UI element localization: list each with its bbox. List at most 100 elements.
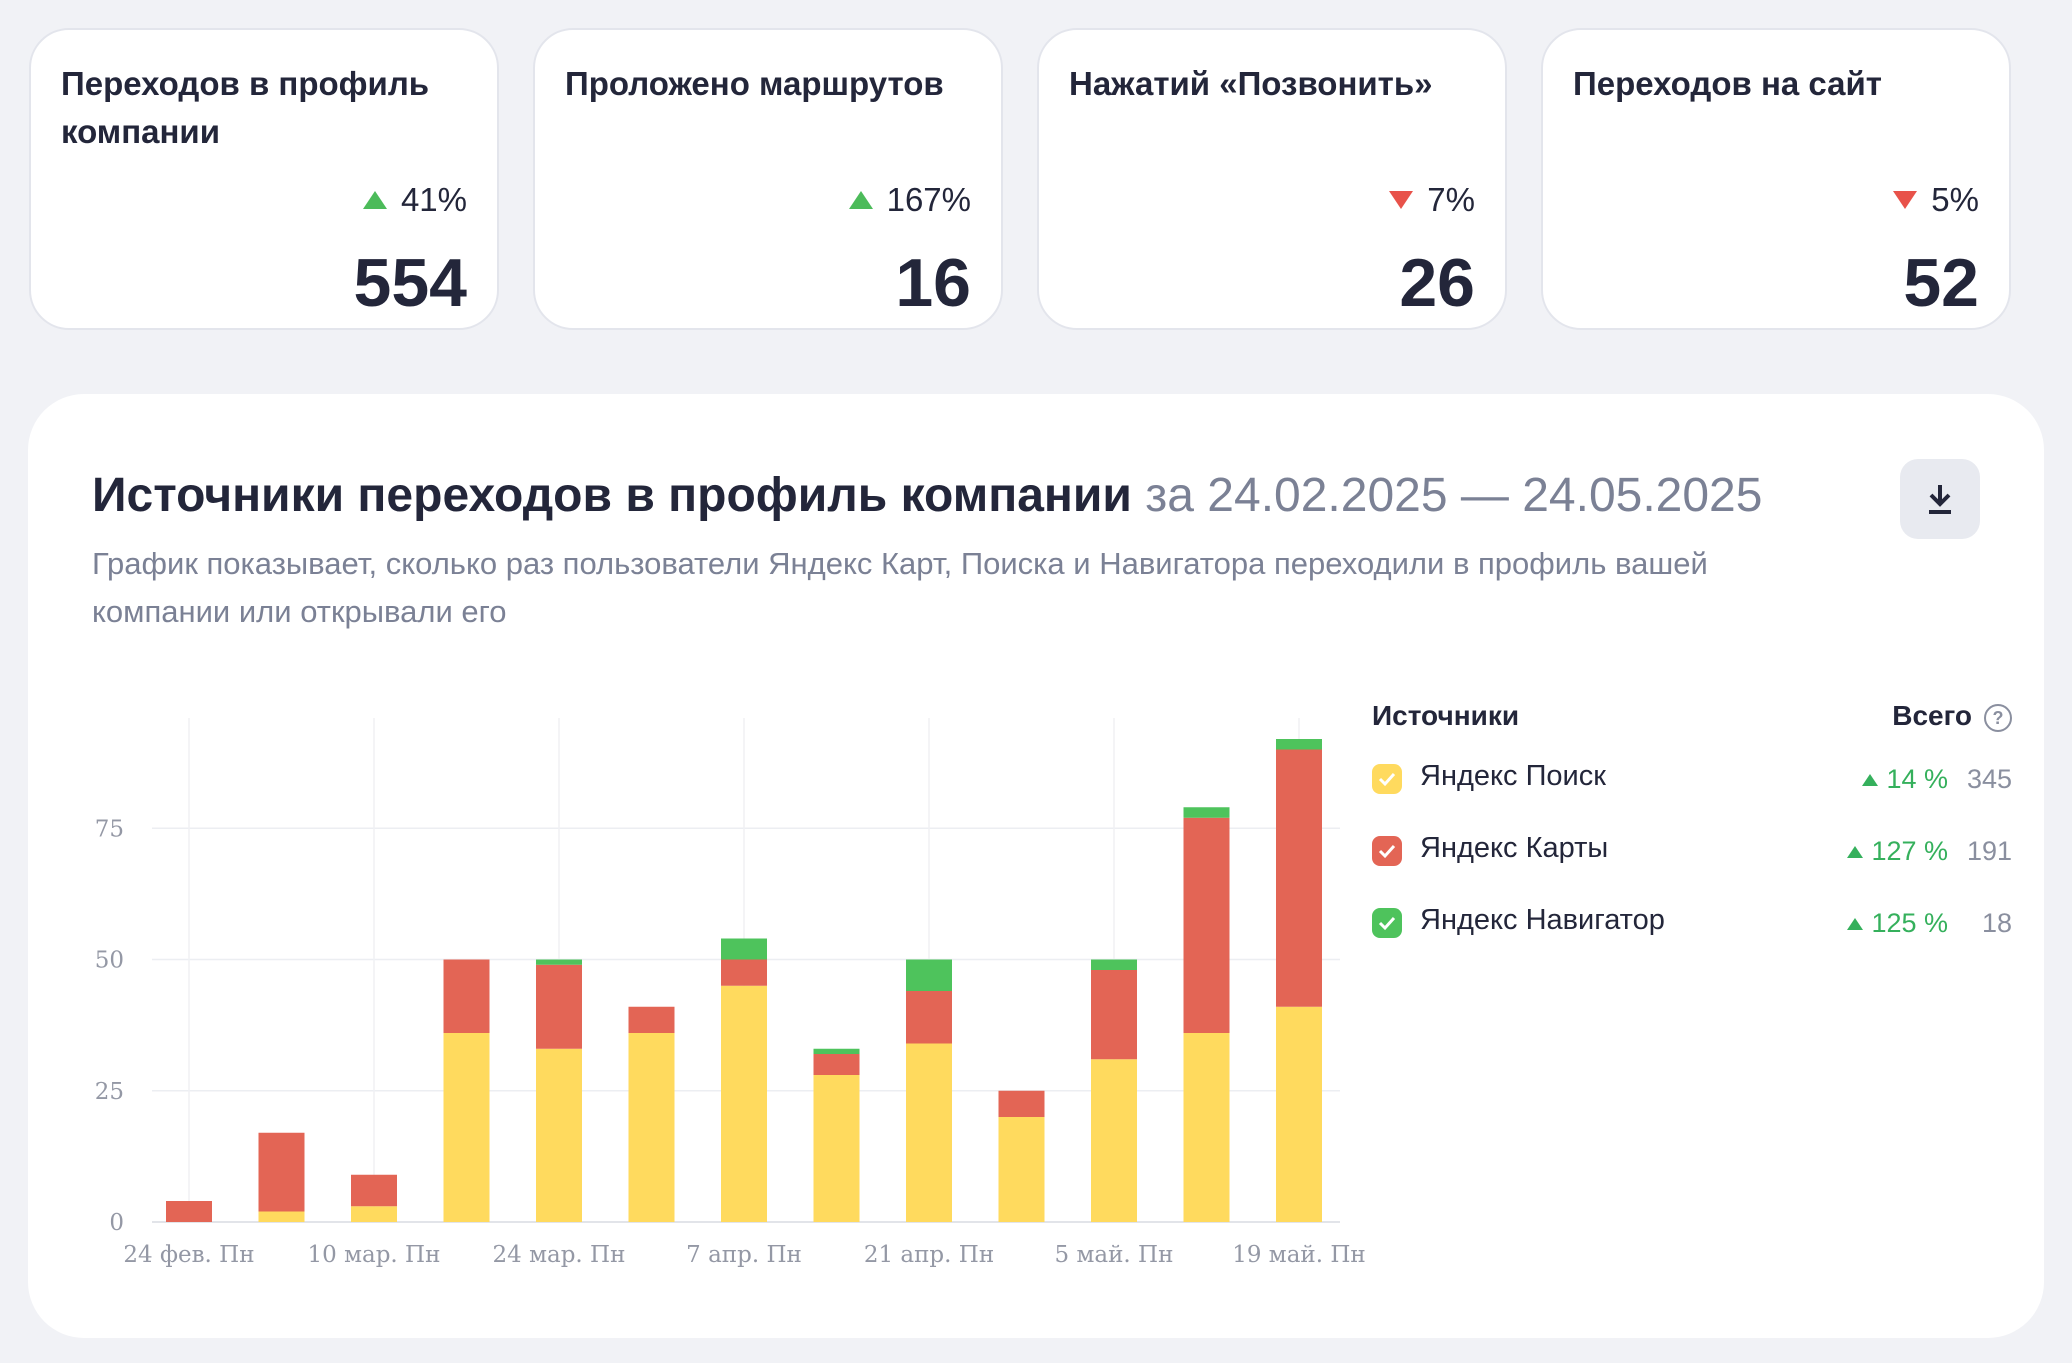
panel-subtitle: График показывает, сколько раз пользоват… <box>92 546 1708 629</box>
kpi-card-profile-visits[interactable]: Переходов в профиль компании 41% 554 <box>29 28 499 330</box>
trend-down-icon <box>1389 191 1414 209</box>
kpi-delta-value: 7% <box>1427 181 1475 218</box>
bar-segment <box>1276 739 1322 750</box>
kpi-title: Переходов на сайт <box>1573 65 1882 102</box>
y-tick-label: 0 <box>109 1210 124 1236</box>
legend-item[interactable]: Яндекс Навигатор 125 % 18 <box>1372 888 2012 960</box>
bar-segment <box>1091 970 1137 1060</box>
kpi-delta-value: 41% <box>400 181 467 218</box>
legend-item-delta: 125 % <box>1847 908 1948 939</box>
legend-item-delta: 14 % <box>1862 764 1948 795</box>
kpi-delta: 5% <box>1893 180 1979 220</box>
trend-up-icon <box>1847 845 1864 858</box>
bar-segment <box>1091 1059 1137 1222</box>
bar-segment <box>536 964 582 1049</box>
legend-total-label: Всего <box>1892 700 1972 731</box>
kpi-delta-value: 167% <box>886 181 971 218</box>
checkbox-checked-icon[interactable] <box>1372 908 1402 938</box>
panel-title: Источники переходов в профиль компании з… <box>92 464 1832 528</box>
kpi-delta: 167% <box>848 180 971 220</box>
legend-item-total: 345 <box>1966 764 2012 794</box>
kpi-delta-value: 5% <box>1931 181 1979 218</box>
kpi-value: 26 <box>1399 245 1475 321</box>
kpi-value: 554 <box>353 245 467 321</box>
kpi-card-calls[interactable]: Нажатий «Позвонить» 7% 26 <box>1037 28 1507 330</box>
bar-segment <box>721 938 767 960</box>
legend-item-name: Яндекс Карты <box>1420 832 1609 864</box>
legend-item[interactable]: Яндекс Поиск 14 % 345 <box>1372 744 2012 816</box>
legend-item-name: Яндекс Навигатор <box>1420 904 1665 936</box>
bar-segment <box>351 1206 397 1222</box>
bar-segment <box>906 959 952 991</box>
checkbox-checked-icon[interactable] <box>1372 764 1402 794</box>
kpi-title: Проложено маршрутов <box>565 65 944 102</box>
bar-segment <box>536 959 582 965</box>
bar-segment <box>1276 749 1322 1007</box>
x-tick-label: 7 апр. Пн <box>686 1242 802 1268</box>
bar-segment <box>906 1043 952 1222</box>
kpi-delta: 41% <box>362 180 467 220</box>
bar-segment <box>166 1201 212 1222</box>
bar-segment <box>1183 817 1230 1033</box>
panel-period: за 24.02.2025 — 24.05.2025 <box>1145 469 1763 522</box>
bar-segment <box>998 1117 1045 1222</box>
kpi-value: 52 <box>1903 245 1979 321</box>
legend-item-total: 18 <box>1981 908 2012 938</box>
legend-item-delta-value: 127 % <box>1871 836 1948 866</box>
bar-segment <box>351 1174 397 1207</box>
bar-segment <box>536 1048 582 1222</box>
trend-up-icon <box>1847 917 1864 930</box>
trend-up-icon <box>848 191 873 209</box>
bar-segment <box>628 1033 675 1222</box>
kpi-card-site-visits[interactable]: Переходов на сайт 5% 52 <box>1541 28 2011 330</box>
y-tick-label: 25 <box>95 1079 124 1105</box>
trend-up-icon <box>362 191 387 209</box>
bar-segment <box>1276 1006 1322 1222</box>
kpi-title: Переходов в профиль компании <box>61 65 430 150</box>
y-tick-label: 50 <box>95 948 124 974</box>
x-tick-label: 5 май. Пн <box>1055 1242 1174 1268</box>
bar-segment <box>906 991 952 1044</box>
x-tick-label: 21 апр. Пн <box>864 1242 994 1268</box>
question-circle-icon[interactable]: ? <box>1984 704 2012 732</box>
trend-down-icon <box>1893 191 1918 209</box>
legend-item-delta: 127 % <box>1847 836 1948 867</box>
kpi-row: Переходов в профиль компании 41% 554 Про… <box>29 28 2041 330</box>
sources-panel: Источники переходов в профиль компании з… <box>28 394 2044 1338</box>
legend-item[interactable]: Яндекс Карты 127 % 191 <box>1372 816 2012 888</box>
kpi-title: Нажатий «Позвонить» <box>1069 65 1433 102</box>
panel-title-text: Источники переходов в профиль компании <box>92 469 1132 522</box>
bar-segment <box>998 1090 1045 1117</box>
bar-segment <box>258 1132 305 1212</box>
legend-item-total: 191 <box>1966 836 2012 866</box>
legend-sources-label: Источники <box>1372 700 1520 731</box>
kpi-card-routes[interactable]: Проложено маршрутов 167% 16 <box>533 28 1003 330</box>
kpi-value: 16 <box>895 245 971 321</box>
legend-item-delta-value: 125 % <box>1871 908 1948 938</box>
x-tick-label: 10 мар. Пн <box>308 1242 441 1268</box>
x-tick-label: 19 май. Пн <box>1232 1242 1366 1268</box>
kpi-delta: 7% <box>1389 180 1475 220</box>
download-button[interactable] <box>1900 459 1980 539</box>
checkbox-checked-icon[interactable] <box>1372 836 1402 866</box>
bar-segment <box>1183 807 1230 818</box>
y-tick-label: 75 <box>95 816 124 842</box>
bar-segment <box>813 1048 860 1054</box>
bar-segment <box>721 959 767 986</box>
bar-segment <box>813 1054 860 1075</box>
chart-legend: Источники Всего ? Яндекс Поиск 14 % 345 Янд… <box>1372 700 2012 960</box>
legend-item-name: Яндекс Поиск <box>1420 760 1606 792</box>
bar-segment <box>443 1033 490 1222</box>
bar-segment <box>1183 1033 1230 1222</box>
bar-segment <box>813 1075 860 1222</box>
bar-segment <box>443 959 490 1033</box>
x-tick-label: 24 фев. Пн <box>123 1242 254 1268</box>
bar-segment <box>258 1211 305 1222</box>
legend-header: Источники Всего ? <box>1372 700 2012 744</box>
bar-segment <box>1091 959 1137 970</box>
bar-segment <box>721 985 767 1222</box>
download-icon <box>1929 485 1951 514</box>
bar-segment <box>628 1006 675 1033</box>
stacked-bar-chart: 0 25 50 75 24 фев. Пн 10 мар. Пн 24 мар. Пн 7 а… <box>95 718 1366 1268</box>
trend-up-icon <box>1862 773 1879 786</box>
